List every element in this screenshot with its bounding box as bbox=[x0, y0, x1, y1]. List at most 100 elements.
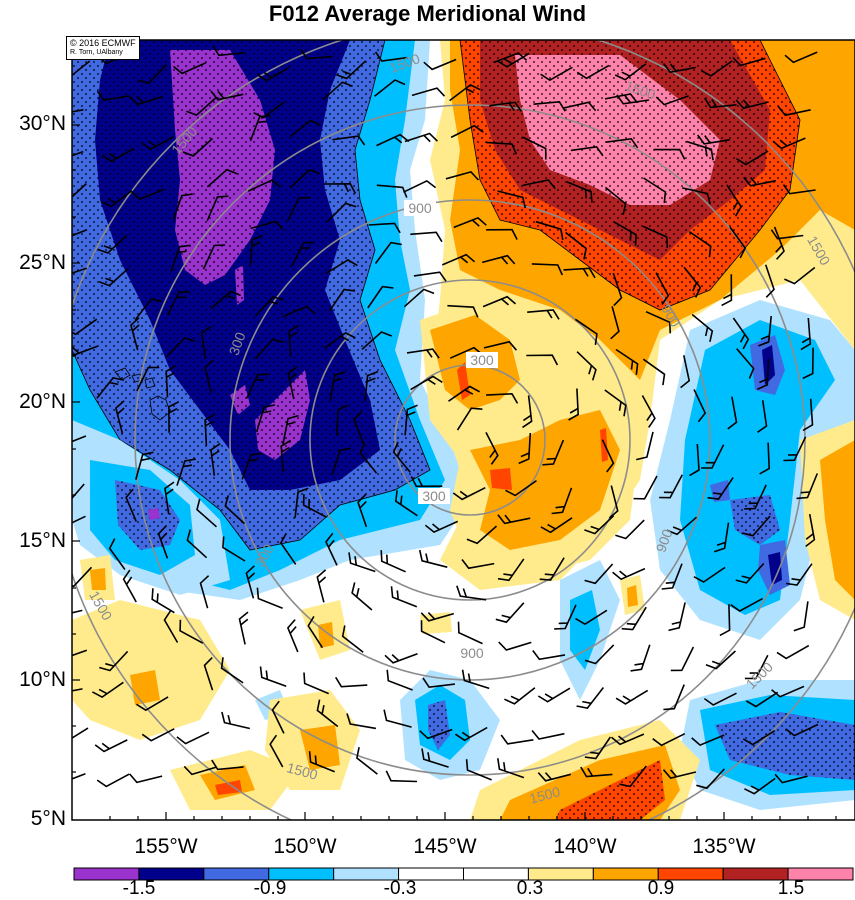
wind-barb bbox=[72, 345, 98, 357]
wind-barb bbox=[604, 186, 627, 215]
wind-barb bbox=[245, 565, 256, 599]
wind-barb bbox=[336, 60, 367, 80]
wind-barb bbox=[537, 772, 571, 782]
wind-barb bbox=[348, 552, 376, 573]
lon-label-140w: 140°W bbox=[553, 835, 617, 858]
wind-barb bbox=[288, 324, 300, 357]
wind-barb bbox=[636, 431, 654, 461]
wind-barb bbox=[210, 443, 221, 476]
wind-barb bbox=[221, 711, 250, 730]
negative-wind-region-south bbox=[255, 560, 620, 780]
wind-barb bbox=[456, 585, 487, 601]
wind-barb bbox=[704, 97, 737, 109]
wind-barb bbox=[172, 62, 207, 75]
wind-barb bbox=[420, 612, 455, 622]
credit-line-2: R. Torn, UAlbany bbox=[70, 49, 123, 56]
wind-barb bbox=[454, 726, 488, 742]
wind-barb bbox=[693, 389, 707, 423]
wind-barb bbox=[666, 516, 698, 536]
credit-line-1: © 2016 ECMWF bbox=[70, 38, 136, 48]
wind-barb bbox=[450, 124, 484, 139]
wind-barb bbox=[413, 271, 447, 282]
shading-sky-s2 bbox=[570, 590, 600, 670]
wind-barb bbox=[163, 610, 179, 643]
wind-barb bbox=[410, 375, 443, 391]
wind-barb bbox=[186, 97, 217, 117]
wind-barb bbox=[744, 484, 767, 510]
stipple-west bbox=[72, 40, 430, 550]
wind-barb bbox=[782, 184, 816, 195]
wind-barb bbox=[136, 366, 160, 392]
wind-barb bbox=[383, 709, 412, 728]
contour-label-inner-2: 300 bbox=[422, 488, 446, 504]
wind-barb bbox=[341, 625, 364, 653]
wind-barb bbox=[661, 563, 683, 590]
wind-barb bbox=[745, 691, 779, 708]
wind-barb bbox=[286, 196, 310, 222]
wind-barb bbox=[615, 519, 645, 540]
wind-barb bbox=[72, 150, 84, 157]
wind-barb bbox=[253, 101, 285, 119]
colorbar-label-3: 0.3 bbox=[516, 878, 544, 899]
wind-barb bbox=[756, 358, 770, 391]
wind-barb bbox=[259, 666, 287, 688]
wind-barb bbox=[422, 677, 455, 689]
wind-barb bbox=[170, 244, 191, 272]
wind-barb bbox=[380, 550, 406, 573]
colorbar-label-4: 0.9 bbox=[647, 878, 675, 899]
wind-barb bbox=[576, 351, 597, 381]
wind-barb bbox=[176, 731, 210, 745]
wind-barb bbox=[736, 348, 755, 379]
wind-barb bbox=[125, 488, 137, 522]
wind-barb bbox=[697, 134, 731, 145]
negative-wind-region-west bbox=[72, 40, 470, 600]
chart-title: F012 Average Meridional Wind bbox=[268, 1, 587, 26]
wind-barb bbox=[96, 773, 130, 788]
negative-wind-region-southwest bbox=[72, 420, 230, 595]
wind-barb bbox=[385, 770, 418, 783]
wind-barb bbox=[72, 727, 89, 739]
wind-barb bbox=[367, 285, 394, 309]
wind-barb bbox=[356, 747, 378, 775]
wind-barb bbox=[662, 63, 696, 74]
contour-line-n bbox=[459, 40, 801, 311]
wind-barb bbox=[203, 657, 214, 691]
lat-label-5n: 5°N bbox=[30, 807, 66, 830]
wind-barb bbox=[136, 696, 169, 712]
wind-barb bbox=[805, 513, 816, 548]
wind-barb bbox=[182, 137, 214, 157]
wind-barb bbox=[453, 216, 487, 229]
wind-barb bbox=[100, 189, 133, 208]
plot-frame bbox=[71, 39, 855, 821]
wind-barb bbox=[129, 773, 163, 784]
wind-barb bbox=[576, 64, 610, 80]
wind-barb bbox=[759, 442, 771, 475]
wind-barb bbox=[563, 267, 596, 279]
lat-label-10n: 10°N bbox=[19, 668, 66, 691]
wind-barb bbox=[604, 93, 638, 104]
wind-barb bbox=[605, 137, 639, 149]
wind-barb bbox=[642, 225, 669, 249]
wind-barb bbox=[486, 228, 518, 240]
wind-barb bbox=[498, 641, 532, 651]
wind-barb bbox=[497, 514, 531, 525]
negative-wind-region-east bbox=[650, 300, 855, 640]
wind-barb bbox=[540, 66, 573, 82]
wind-barb bbox=[742, 515, 771, 537]
wind-barb bbox=[72, 515, 86, 524]
positive-wind-region-south bbox=[470, 720, 700, 820]
shading-red-sw3 bbox=[215, 780, 242, 795]
wind-barb bbox=[165, 337, 196, 358]
wind-barb bbox=[615, 348, 639, 375]
wind-barb bbox=[94, 739, 128, 753]
wind-barb bbox=[404, 404, 418, 436]
wind-barb bbox=[735, 562, 765, 584]
wind-barb bbox=[404, 132, 438, 143]
wind-barb bbox=[206, 168, 238, 188]
wind-barb bbox=[394, 490, 418, 517]
wind-barb bbox=[368, 222, 401, 234]
wind-barb bbox=[802, 347, 814, 380]
wind-barb bbox=[325, 532, 338, 566]
wind-barb bbox=[645, 310, 672, 334]
